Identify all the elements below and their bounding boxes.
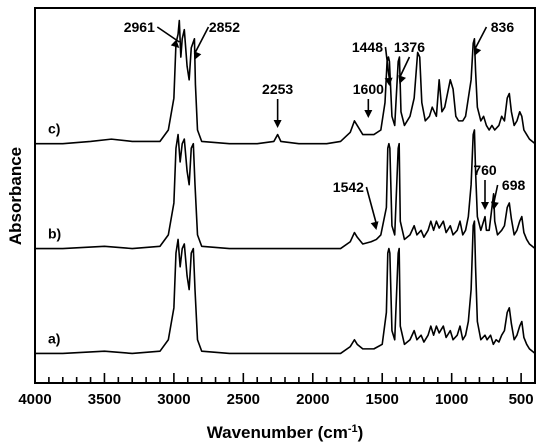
peak-annotations-group: 2961 2852 2253 1600 1448 1376 836 1542 760 698 xyxy=(124,19,526,230)
x-tick-label: 2000 xyxy=(296,391,329,408)
peak-label-1600: 1600 xyxy=(353,81,384,97)
x-axis-tick-labels: 4000 3500 3000 2500 2000 1500 1000 500 xyxy=(18,391,533,408)
peak-arrow-head-1542 xyxy=(370,221,379,230)
peak-label-2253: 2253 xyxy=(262,81,293,97)
x-axis-unit-exponent: -1 xyxy=(348,423,358,435)
peak-label-2852: 2852 xyxy=(209,19,240,35)
peak-arrow-head-698 xyxy=(490,201,499,210)
peak-arrow-line-2852 xyxy=(193,26,210,55)
x-tick-label: 1500 xyxy=(366,391,399,408)
x-tick-label: 3000 xyxy=(157,391,190,408)
series-labels-group: a) b) c) xyxy=(48,121,61,347)
peak-arrow-line-836 xyxy=(473,26,488,51)
x-tick-label: 2500 xyxy=(227,391,260,408)
spectrum-line-1 xyxy=(35,220,536,355)
peak-arrow-head-2961 xyxy=(170,39,180,48)
peak-arrow-line-1376 xyxy=(398,56,411,79)
x-axis-unit-base: cm xyxy=(323,423,348,442)
peak-label-2961: 2961 xyxy=(124,19,155,35)
x-tick-label: 4000 xyxy=(18,391,51,408)
peak-arrow-line-698 xyxy=(492,184,499,205)
series-label-1: a) xyxy=(48,330,60,346)
peak-label-1542: 1542 xyxy=(333,179,364,195)
peak-arrow-line-2961 xyxy=(156,26,180,43)
spectra-group xyxy=(35,19,536,355)
peak-arrow-head-1448 xyxy=(384,77,393,86)
x-tick-label: 1000 xyxy=(435,391,468,408)
peak-label-698: 698 xyxy=(502,177,526,193)
x-axis-unit-open: ( xyxy=(313,423,324,442)
spectrum-line-2 xyxy=(35,129,536,250)
spectrum-line-3 xyxy=(35,19,536,145)
series-label-3: c) xyxy=(48,121,60,137)
peak-label-760: 760 xyxy=(473,162,497,178)
peak-arrow-line-1542 xyxy=(365,186,378,225)
peak-label-1448: 1448 xyxy=(352,39,383,55)
y-axis-title: Absorbance xyxy=(6,147,25,245)
peak-arrow-head-2253 xyxy=(273,120,282,128)
x-tick-label: 500 xyxy=(509,391,534,408)
peak-arrow-head-2852 xyxy=(193,51,202,60)
series-label-2: b) xyxy=(48,226,61,242)
peak-arrow-head-836 xyxy=(473,47,482,56)
x-axis-title-text: Wavenumber xyxy=(207,423,314,442)
peak-arrow-head-1600 xyxy=(364,110,373,118)
x-axis-title: Wavenumber (cm-1) xyxy=(207,423,364,442)
x-tick-label: 3500 xyxy=(88,391,121,408)
peak-label-1376: 1376 xyxy=(394,39,425,55)
x-axis-unit-close: ) xyxy=(358,423,364,442)
peak-arrow-head-760 xyxy=(481,202,489,210)
x-axis-ticks xyxy=(34,373,536,383)
peak-arrow-head-1376 xyxy=(398,75,406,84)
peak-label-836: 836 xyxy=(491,19,515,35)
peak-arrow-line-1448 xyxy=(384,46,391,81)
